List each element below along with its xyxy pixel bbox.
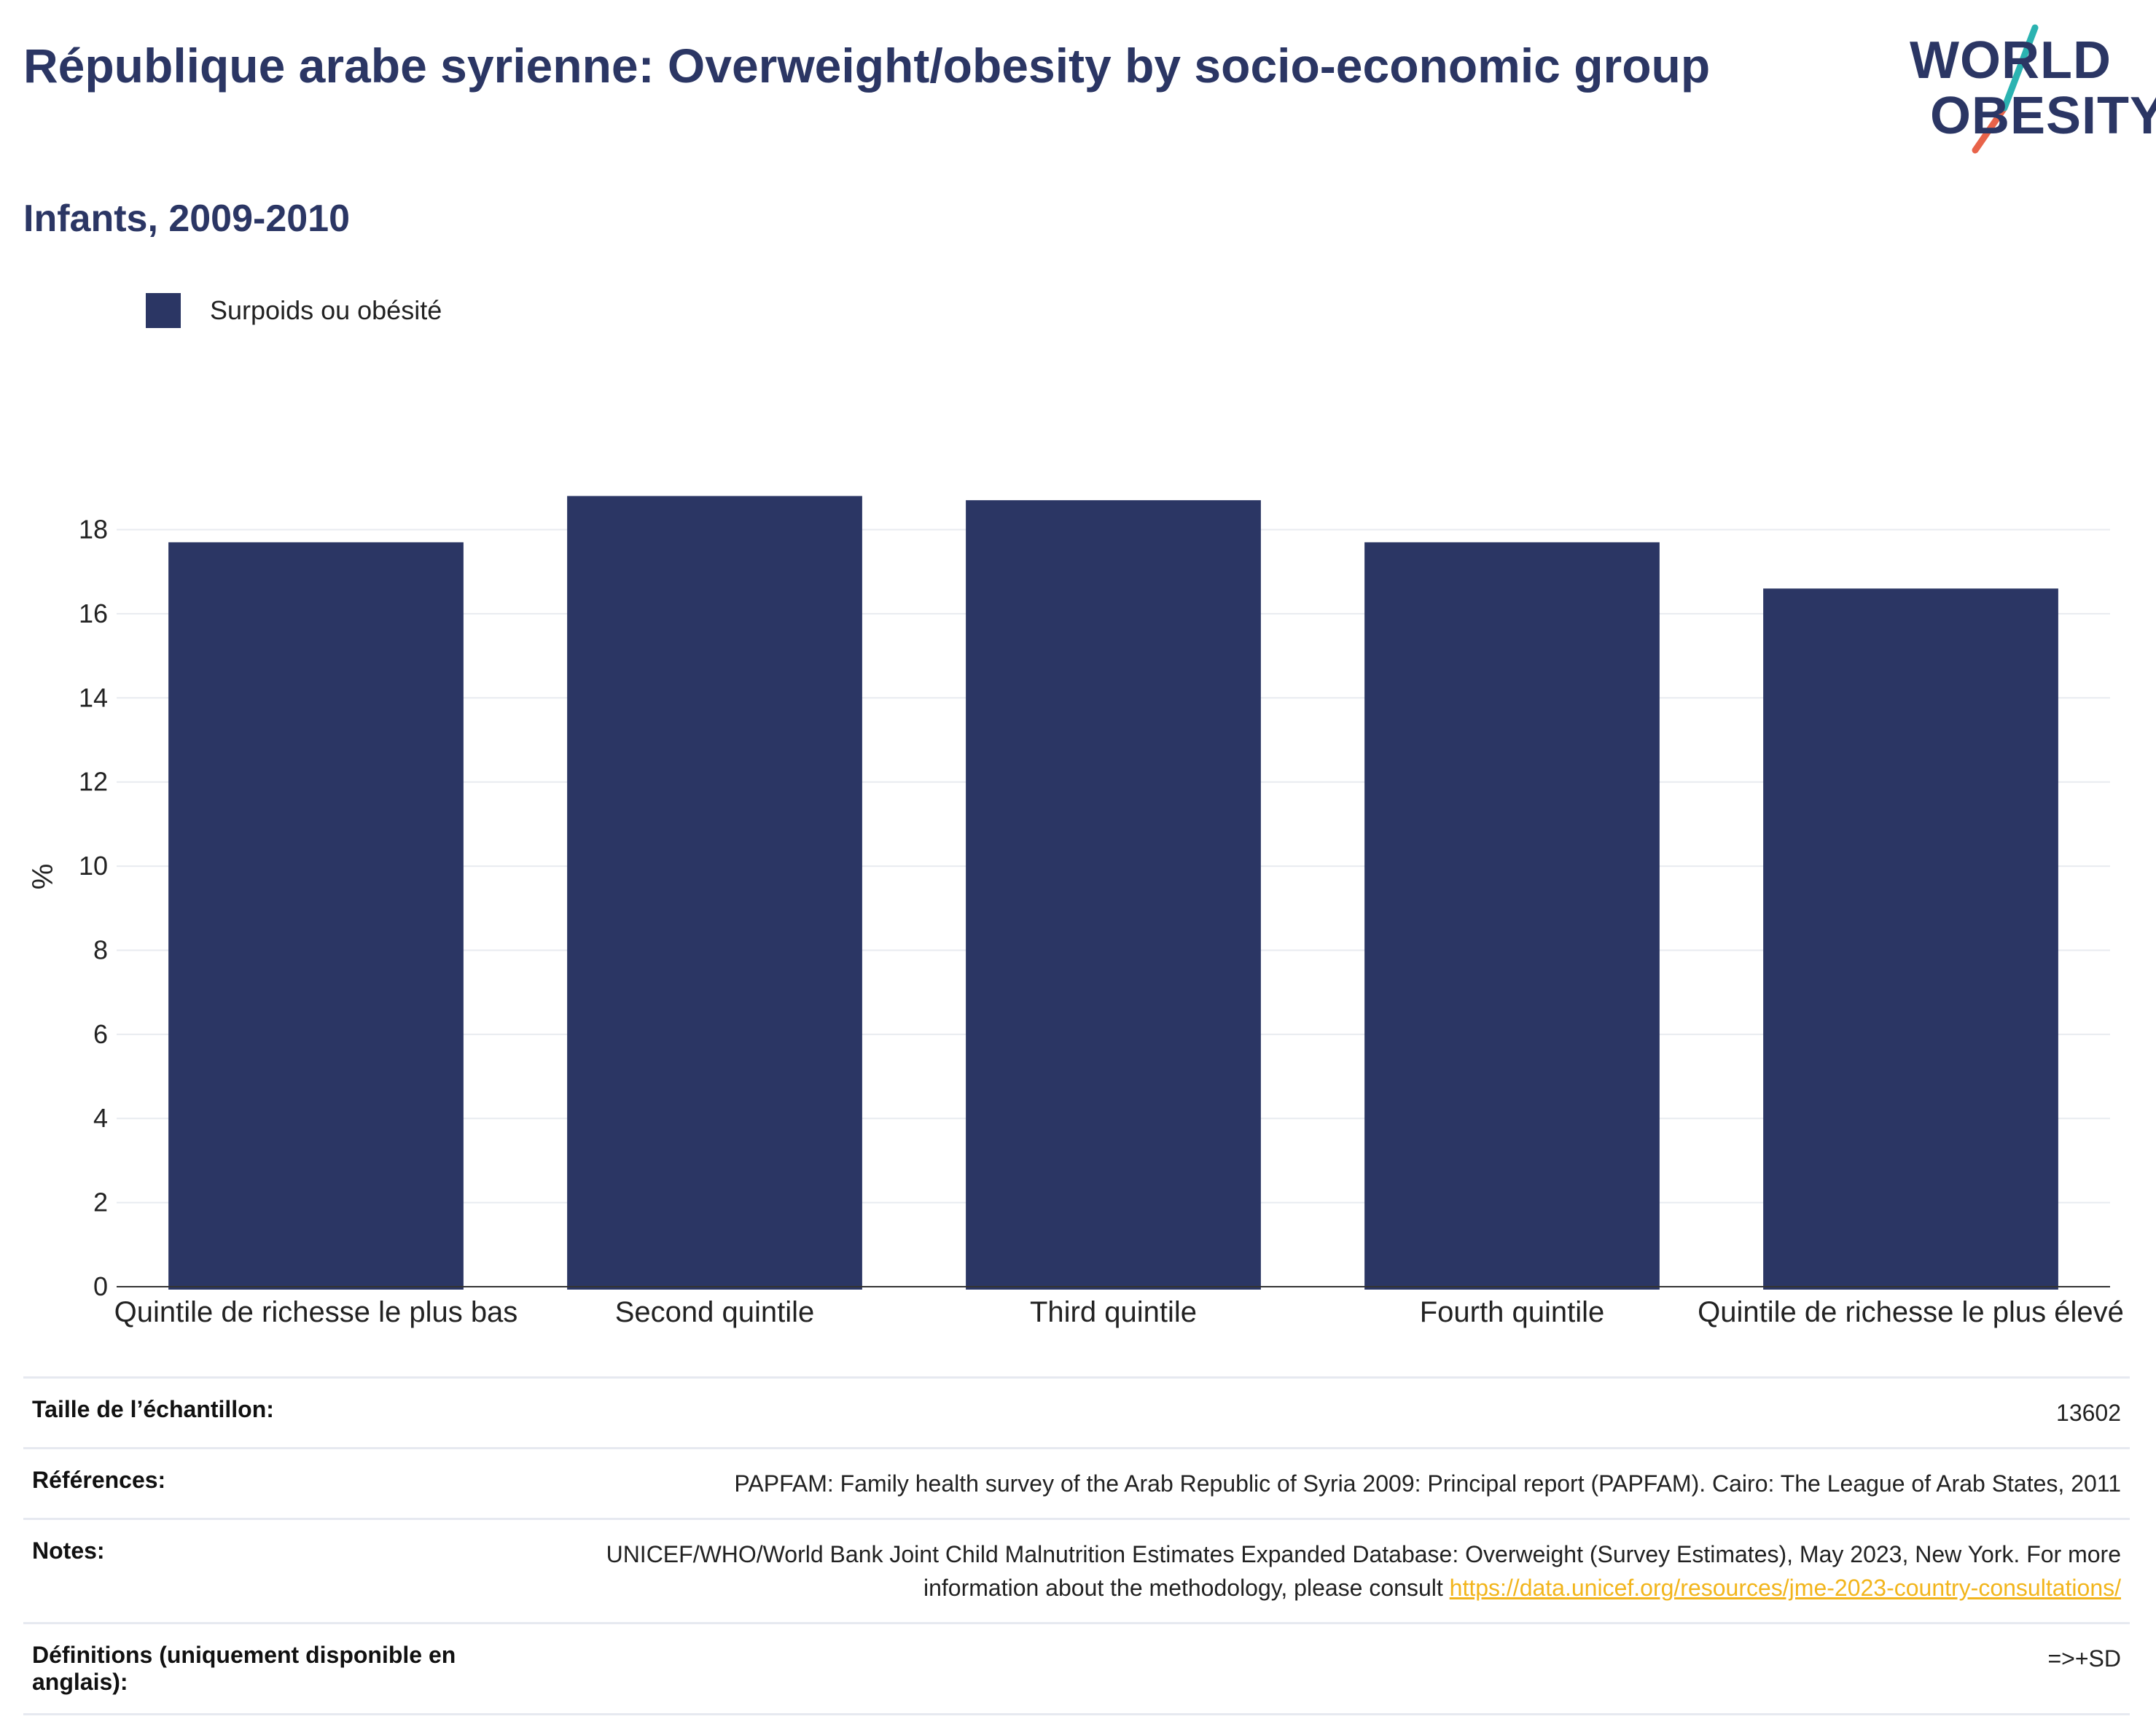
x-axis-ticks: Quintile de richesse le plus bas Second q… — [114, 1296, 2124, 1328]
chart-legend: Surpoids ou obésité — [146, 293, 442, 328]
x-tick-label: Quintile de richesse le plus bas — [114, 1296, 518, 1328]
notes-text: UNICEF/WHO/World Bank Joint Child Malnut… — [606, 1541, 2121, 1601]
page-title: République arabe syrienne: Overweight/ob… — [23, 39, 1711, 93]
info-table: Taille de l’échantillon: 13602 Référence… — [23, 1376, 2130, 1715]
references-label: Références: — [23, 1447, 536, 1519]
x-tick-label: Second quintile — [615, 1296, 815, 1328]
info-row-references: Références: PAPFAM: Family health survey… — [23, 1447, 2130, 1519]
references-value: PAPFAM: Family health survey of the Arab… — [536, 1447, 2130, 1519]
sample-size-value: 13602 — [536, 1376, 2130, 1449]
x-tick-label: Quintile de richesse le plus élevé — [1698, 1296, 2124, 1328]
logo-slash-icon — [1972, 24, 2039, 154]
world-obesity-logo[interactable]: WORLD OBESITY — [1895, 20, 2156, 159]
notes-value: UNICEF/WHO/World Bank Joint Child Malnut… — [536, 1518, 2130, 1624]
y-tick-label: 12 — [79, 767, 108, 797]
sample-size-label: Taille de l’échantillon: — [23, 1376, 536, 1449]
y-tick-label: 8 — [93, 935, 108, 964]
logo-text-obesity: OBESITY — [1930, 87, 2156, 145]
definitions-label: Définitions (uniquement disponible en an… — [23, 1622, 536, 1715]
y-tick-label: 0 — [93, 1271, 108, 1301]
info-row-sample-size: Taille de l’échantillon: 13602 — [23, 1376, 2130, 1449]
page-subtitle: Infants, 2009-2010 — [23, 198, 351, 240]
bar[interactable] — [966, 500, 1261, 1290]
notes-label: Notes: — [23, 1518, 536, 1624]
bar-chart: 0 2 4 6 8 10 12 14 16 18 Quintile de richesse le … — [27, 496, 2124, 1328]
legend-label[interactable]: Surpoids ou obésité — [210, 295, 442, 325]
x-tick-label: Third quintile — [1030, 1296, 1197, 1328]
y-axis-title: % — [27, 864, 59, 890]
y-tick-label: 6 — [93, 1019, 108, 1049]
bar[interactable] — [168, 542, 464, 1290]
y-tick-label: 2 — [93, 1188, 108, 1217]
y-axis-ticks: 0 2 4 6 8 10 12 14 16 18 — [79, 515, 108, 1301]
logo-text-world: WORLD — [1910, 31, 2112, 90]
y-tick-label: 14 — [79, 682, 108, 712]
info-row-definitions: Définitions (uniquement disponible en an… — [23, 1622, 2130, 1715]
bar[interactable] — [1763, 588, 2058, 1290]
info-row-notes: Notes: UNICEF/WHO/World Bank Joint Child… — [23, 1518, 2130, 1624]
y-tick-label: 10 — [79, 851, 108, 881]
bar[interactable] — [567, 496, 862, 1290]
y-tick-label: 18 — [79, 515, 108, 545]
notes-link[interactable]: https://data.unicef.org/resources/jme-20… — [1449, 1575, 2121, 1601]
bars — [168, 496, 2058, 1290]
x-tick-label: Fourth quintile — [1420, 1296, 1604, 1328]
legend-swatch[interactable] — [146, 293, 181, 328]
definitions-value: =>+SD — [536, 1622, 2130, 1715]
y-tick-label: 16 — [79, 599, 108, 628]
y-tick-label: 4 — [93, 1103, 108, 1133]
bar[interactable] — [1364, 542, 1660, 1290]
